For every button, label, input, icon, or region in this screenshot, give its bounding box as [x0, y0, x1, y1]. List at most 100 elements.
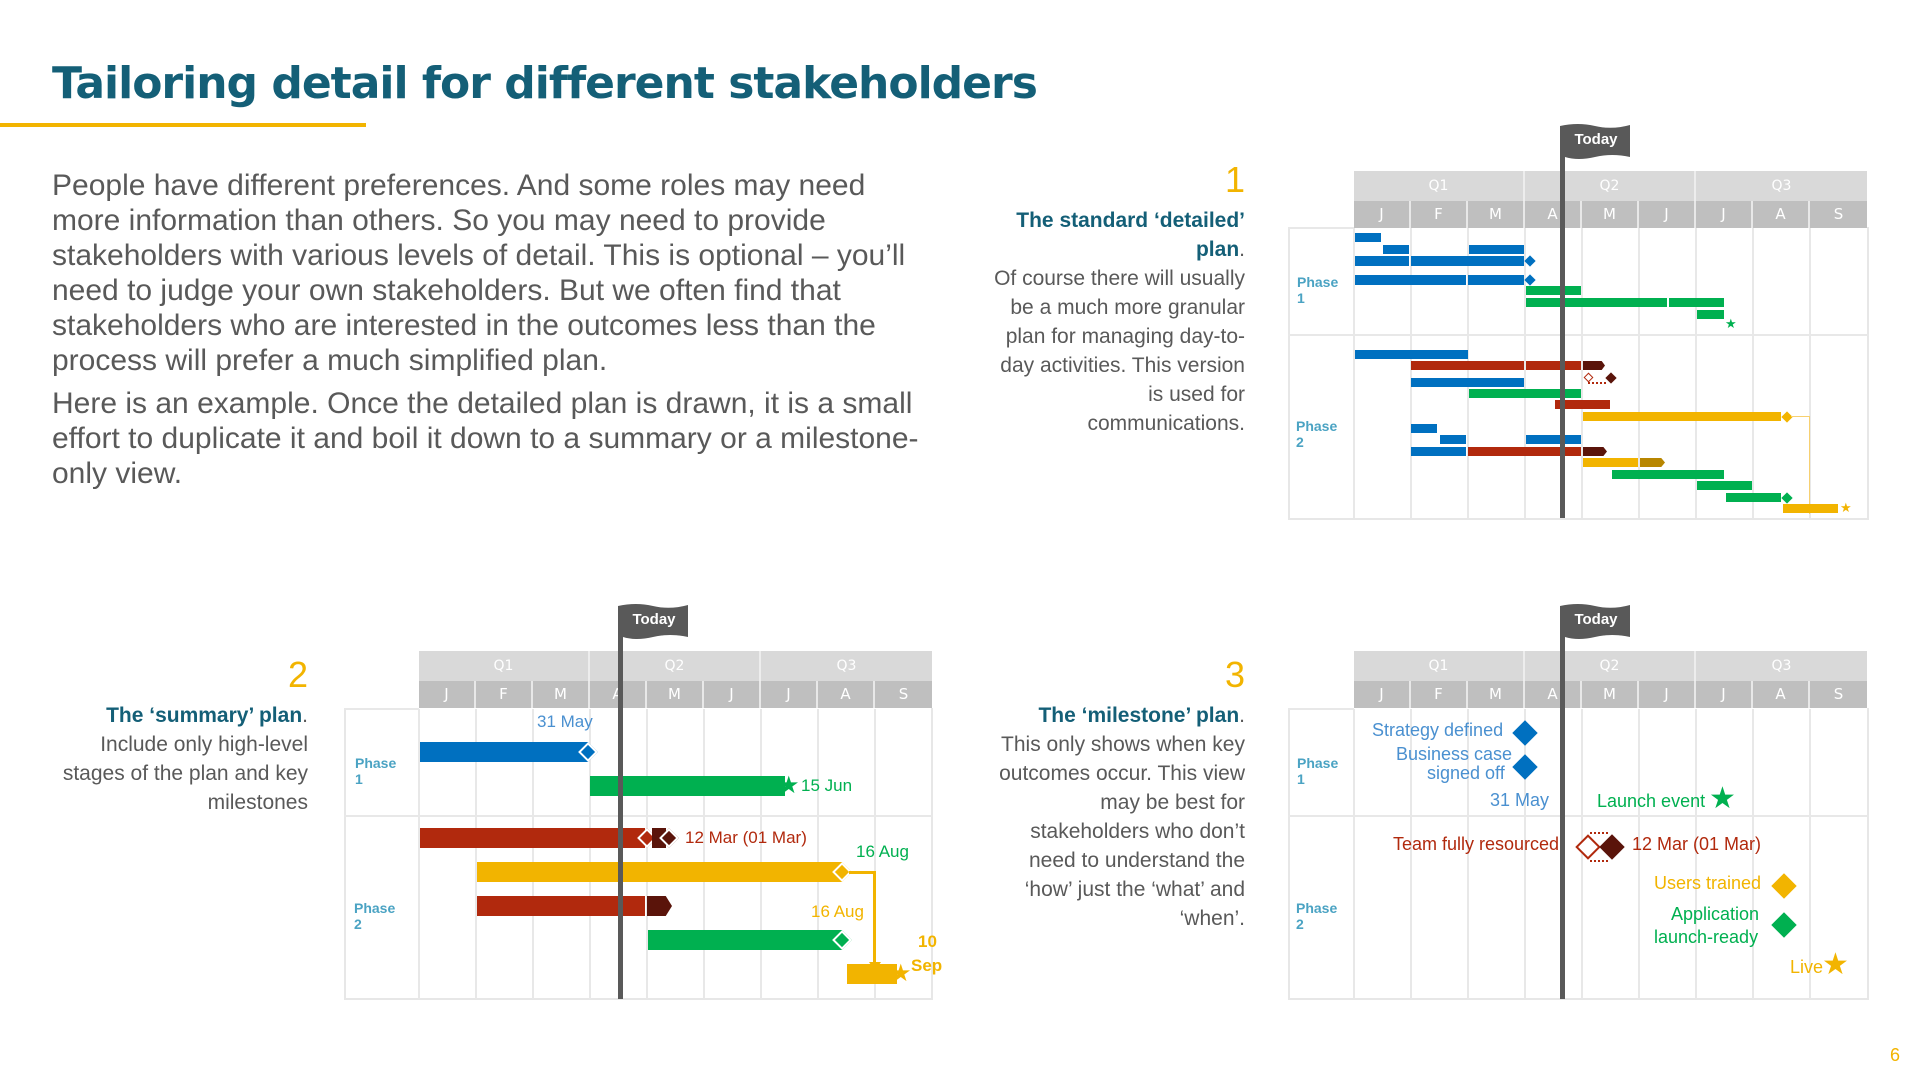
- today-label: Today: [632, 611, 676, 628]
- today-line: [1560, 606, 1565, 999]
- month-header: S: [1810, 681, 1867, 708]
- grid-line: [1695, 709, 1697, 999]
- star-milestone-icon: ★: [1725, 317, 1737, 332]
- task-bar: [1411, 378, 1524, 387]
- intro-paragraph-2: Here is an example. Once the detailed pl…: [52, 387, 919, 490]
- task-bar: [1526, 435, 1581, 444]
- chart-frame: [1288, 227, 1869, 520]
- milestone-date-label: 12 Mar (01 Mar): [685, 828, 807, 847]
- milestone-date-label: 15 Jun: [801, 776, 853, 795]
- chart-frame: [344, 708, 933, 1000]
- phase-label: Phase 1: [1297, 755, 1339, 787]
- quarter-header: Q1: [1354, 651, 1525, 681]
- task-bar: [1355, 233, 1381, 242]
- intro-text: People have different preferences. And s…: [52, 168, 932, 499]
- header-bottom-line: [1288, 708, 1354, 710]
- task-bar: [1411, 424, 1437, 433]
- title-underline: [0, 123, 366, 127]
- month-header: A: [1753, 681, 1810, 708]
- milestone-label: signed off: [1427, 763, 1505, 783]
- task-bar: [1697, 310, 1724, 319]
- month-header: J: [704, 681, 761, 708]
- section-body: Include only high-level stages of the pl…: [62, 733, 308, 814]
- phase-divider: [344, 815, 933, 817]
- month-header: M: [1468, 201, 1525, 228]
- milestone-date-label: 31 May: [1490, 790, 1550, 810]
- grid-line: [1695, 228, 1697, 518]
- summary-bar: [477, 896, 645, 916]
- summary-bar: [477, 862, 842, 882]
- slip-bar: [647, 896, 672, 916]
- month-header: A: [1753, 201, 1810, 228]
- month-header: J: [1639, 681, 1696, 708]
- task-bar: [1469, 245, 1524, 254]
- quarter-header: Q2: [590, 651, 761, 681]
- milestone-date-label: 16 Aug: [811, 902, 864, 921]
- task-bar: [1526, 361, 1581, 370]
- task-bar: [1526, 298, 1667, 307]
- section-number: 2: [287, 654, 308, 695]
- phase-label: Phase 2: [354, 900, 396, 932]
- dependency-arrow: [1791, 416, 1810, 514]
- task-bar-slip: [1583, 447, 1607, 456]
- star-milestone-icon: ★: [1822, 947, 1849, 982]
- quarter-header: Q3: [761, 651, 932, 681]
- header-bottom-line: [1288, 227, 1354, 229]
- flag-icon: [1560, 604, 1630, 639]
- dotted-slip-line: [1590, 832, 1608, 862]
- task-bar-slip: [1583, 361, 1605, 370]
- summary-bar: [420, 828, 645, 848]
- task-bar: [1726, 493, 1781, 502]
- grid-line: [1410, 709, 1412, 999]
- section-1-description: 1 The standard ‘detailed’ plan. Of cours…: [990, 160, 1245, 438]
- month-header: M: [1468, 681, 1525, 708]
- chart-frame: [1288, 708, 1869, 1000]
- grid-line: [1467, 228, 1469, 518]
- today-line: [618, 606, 623, 999]
- month-header: S: [1810, 201, 1867, 228]
- period: .: [1239, 704, 1245, 727]
- star-milestone-icon: ★: [890, 959, 912, 987]
- quarter-header: Q2: [1525, 651, 1696, 681]
- milestone-label: Launch event: [1597, 791, 1706, 811]
- milestone-label: Users trained: [1654, 873, 1762, 893]
- star-milestone-icon: ★: [778, 771, 800, 799]
- month-header: M: [533, 681, 590, 708]
- grid-line: [1581, 228, 1583, 518]
- milestone-label: Strategy defined: [1372, 720, 1504, 740]
- task-bar: [1468, 275, 1524, 285]
- month-header: M: [647, 681, 704, 708]
- flag-icon: [1560, 124, 1630, 159]
- grid-line: [703, 709, 705, 999]
- grid-line: [475, 709, 477, 999]
- section-number: 3: [1224, 654, 1245, 695]
- grid-line: [874, 709, 876, 999]
- task-bar: [1555, 400, 1610, 409]
- phase-label: Phase 2: [1296, 418, 1338, 450]
- phase-label: Phase 2: [1296, 900, 1338, 932]
- milestone-label: Application: [1671, 904, 1760, 924]
- dependency-arrow: [849, 871, 876, 966]
- task-bar: [1469, 389, 1581, 398]
- grid-line: [1638, 228, 1640, 518]
- milestone-date-label: 12 Mar (01 Mar): [1632, 834, 1762, 854]
- grid-line: [418, 709, 420, 999]
- section-3-description: 3 The ‘milestone’ plan. This only shows …: [990, 655, 1245, 933]
- period: .: [302, 704, 308, 727]
- milestone-date-label: 10: [918, 932, 937, 951]
- month-header: M: [1582, 201, 1639, 228]
- phase-label: Phase 1: [1297, 274, 1339, 306]
- quarter-header: Q3: [1696, 171, 1867, 201]
- grid-line: [1809, 709, 1811, 999]
- grid-line: [589, 709, 591, 999]
- summary-bar: [847, 964, 897, 984]
- today-flag: Today: [1560, 123, 1630, 159]
- intro-paragraph-1: People have different preferences. And s…: [52, 169, 906, 377]
- task-bar: [1583, 458, 1638, 467]
- phase-label: Phase 1: [355, 755, 397, 787]
- milestone-date-label: 16 Aug: [856, 842, 909, 861]
- quarter-header: Q2: [1525, 171, 1696, 201]
- grid-line: [1752, 709, 1754, 999]
- period: .: [1239, 238, 1245, 261]
- grid-line: [1353, 709, 1355, 999]
